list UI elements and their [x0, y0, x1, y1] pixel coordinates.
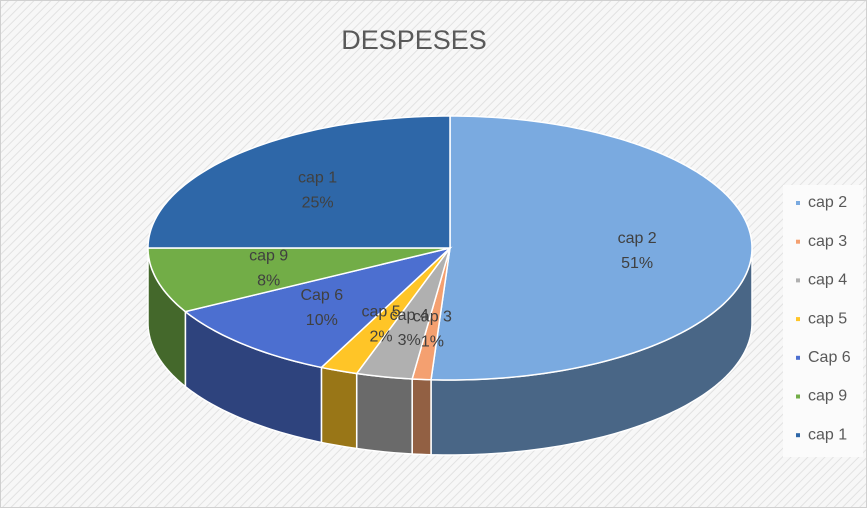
slice-value-label: 10%: [306, 312, 338, 329]
legend-label: cap 4: [808, 272, 847, 289]
slice-side: [320, 366, 358, 450]
slice: [319, 247, 451, 375]
legend-marker: [796, 317, 800, 322]
slice-label: cap 3: [413, 309, 452, 326]
slice: [147, 115, 451, 249]
slice-value-label: 8%: [257, 273, 280, 290]
slice: [147, 247, 451, 313]
legend: cap 2 cap 3 cap 4 cap 5 Cap 6 cap 9 cap 1: [796, 194, 851, 443]
pie: cap 2 51% cap 3 1% cap 4 3% cap 5 2% Cap 6 10% cap…: [147, 115, 753, 456]
legend-marker: [796, 201, 800, 205]
legend-label: cap 2: [808, 194, 847, 211]
slice-value-label: 2%: [370, 328, 393, 345]
legend-label: Cap 6: [808, 349, 851, 366]
legend-marker: [796, 433, 800, 438]
legend-label: cap 3: [808, 233, 847, 250]
legend-label: cap 1: [808, 426, 847, 443]
legend-marker: [796, 278, 800, 283]
slice-value-label: 3%: [398, 332, 421, 349]
slice-side: [411, 378, 432, 456]
slice-side: [355, 372, 413, 455]
slice-value-label: 51%: [621, 255, 653, 272]
slice: [430, 115, 753, 381]
slice: [355, 247, 451, 380]
slice-value-label: 1%: [421, 334, 444, 351]
slice-label: cap 2: [618, 230, 657, 247]
slice-label: cap 5: [362, 303, 401, 320]
legend-marker: [796, 394, 800, 399]
slice-label: cap 1: [298, 169, 337, 186]
slice-label: Cap 6: [300, 287, 343, 304]
chart-title: DESPESES: [341, 25, 487, 55]
legend-label: cap 5: [808, 310, 847, 327]
legend-marker: [796, 239, 800, 244]
slice-label: cap 9: [249, 248, 288, 265]
slice-value-label: 25%: [302, 194, 334, 211]
legend-marker: [796, 355, 800, 360]
slice-label: cap 4: [390, 307, 429, 324]
slice: [183, 246, 453, 369]
legend-label: cap 9: [808, 388, 847, 405]
